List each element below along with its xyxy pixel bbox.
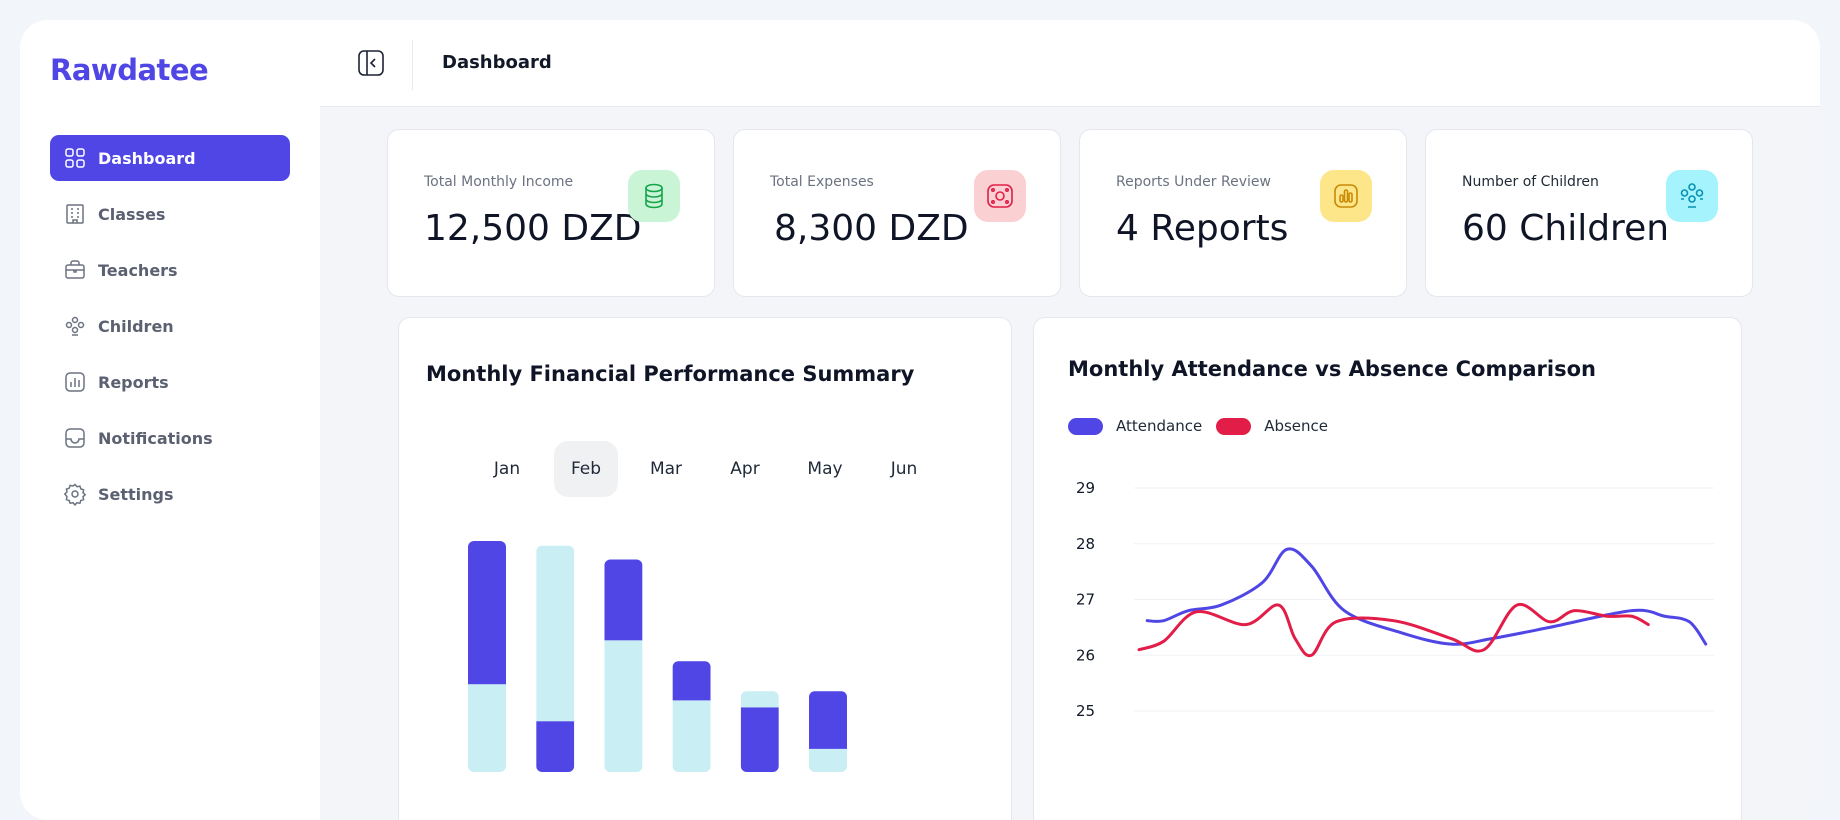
bar-group-apr[interactable] [672, 661, 711, 772]
stat-value: 12,500 DZD [424, 208, 642, 249]
tab-jan[interactable]: Jan [493, 459, 521, 479]
card-title: Monthly Attendance vs Absence Comparison [1068, 357, 1596, 381]
building-icon [62, 201, 88, 227]
sidebar-item-teachers[interactable]: Teachers [50, 247, 290, 293]
people-icon [62, 313, 88, 339]
coins-icon [628, 170, 680, 222]
people-icon [1666, 170, 1718, 222]
bar-segment-dark [468, 541, 506, 685]
bar-segment-light [672, 700, 711, 772]
sidebar-item-children[interactable]: Children [50, 303, 290, 349]
money-icon [974, 170, 1026, 222]
legend-item-attendance[interactable]: Attendance [1068, 417, 1202, 435]
bar-segment-light [809, 748, 847, 772]
grid-icon [62, 145, 88, 171]
bar-group-mar[interactable] [604, 559, 643, 772]
top-bar: Dashboard [320, 20, 1820, 107]
attendance-comparison-card: Monthly Attendance vs Absence Comparison… [1033, 317, 1742, 820]
sidebar-collapse-icon[interactable] [357, 49, 385, 77]
main-content: Total Monthly Income 12,500 DZD Total Ex… [320, 107, 1820, 820]
legend-label: Attendance [1116, 417, 1203, 435]
stat-card-expenses: Total Expenses 8,300 DZD [733, 129, 1061, 297]
series-line-absence[interactable] [1137, 602, 1650, 658]
sidebar-item-reports[interactable]: Reports [50, 359, 290, 405]
sidebar-item-label: Teachers [98, 260, 178, 280]
bar-segment-dark [740, 707, 779, 772]
inbox-icon [62, 425, 88, 451]
bar-chart [468, 541, 847, 772]
gear-icon [62, 481, 88, 507]
stat-value: 60 Children [1462, 208, 1670, 249]
sidebar-item-label: Reports [98, 372, 169, 392]
y-tick-label: 28 [1076, 535, 1095, 553]
tab-jun[interactable]: Jun [890, 459, 918, 479]
bar-segment-dark [809, 691, 847, 749]
app-logo[interactable]: Rawdatee [50, 53, 209, 87]
stat-label: Reports Under Review [1116, 174, 1271, 190]
y-tick-label: 26 [1076, 646, 1095, 664]
legend-swatch [1068, 417, 1103, 435]
sidebar-nav: Dashboard Classes Teachers Children [50, 135, 290, 527]
stat-label: Number of Children [1462, 174, 1599, 190]
bar-segment-light [468, 684, 506, 772]
y-tick-label: 29 [1076, 479, 1095, 497]
bar-group-feb[interactable] [536, 545, 575, 772]
stat-value: 8,300 DZD [774, 208, 969, 249]
legend-item-absence[interactable]: Absence [1216, 417, 1328, 435]
tab-feb[interactable]: Feb [554, 441, 618, 497]
bar-segment-dark [604, 559, 643, 641]
bar-segment-light [604, 640, 643, 772]
y-tick-label: 27 [1076, 591, 1095, 609]
bar-segment-light [536, 545, 575, 722]
stat-label: Total Monthly Income [424, 174, 574, 190]
financial-performance-card: Monthly Financial Performance Summary Ja… [398, 317, 1012, 820]
stat-card-income: Total Monthly Income 12,500 DZD [387, 129, 715, 297]
legend-label: Absence [1264, 417, 1329, 435]
sidebar-item-label: Settings [98, 484, 174, 504]
stat-value: 4 Reports [1116, 208, 1289, 249]
sidebar-item-settings[interactable]: Settings [50, 471, 290, 517]
app-window: Rawdatee Dashboard Classes Teachers [20, 20, 1820, 820]
briefcase-icon [62, 257, 88, 283]
tab-apr[interactable]: Apr [730, 459, 760, 479]
bar-segment-dark [536, 721, 575, 772]
legend-swatch [1216, 417, 1252, 435]
stat-card-reports: Reports Under Review 4 Reports [1079, 129, 1407, 297]
bar-group-jan[interactable] [468, 541, 506, 772]
line-chart: 29 28 27 26 25 [1076, 479, 1714, 720]
sidebar: Rawdatee Dashboard Classes Teachers [20, 20, 320, 820]
chart-legend: Attendance Absence [1068, 417, 1342, 435]
y-tick-label: 25 [1076, 702, 1095, 720]
sidebar-item-dashboard[interactable]: Dashboard [50, 135, 290, 181]
sidebar-item-label: Dashboard [98, 148, 196, 168]
bar-group-may[interactable] [740, 691, 779, 772]
card-title: Monthly Financial Performance Summary [426, 362, 915, 386]
bar-segment-light [740, 691, 779, 708]
tab-mar[interactable]: Mar [649, 459, 683, 479]
sidebar-item-label: Notifications [98, 428, 213, 448]
tab-may[interactable]: May [807, 459, 843, 479]
bar-group-jun[interactable] [809, 691, 847, 772]
bar-segment-dark [672, 661, 711, 701]
stat-card-children: Number of Children 60 Children [1425, 129, 1753, 297]
sidebar-item-notifications[interactable]: Notifications [50, 415, 290, 461]
sidebar-item-label: Classes [98, 204, 166, 224]
series-line-attendance[interactable] [1145, 547, 1708, 646]
divider [412, 40, 413, 90]
chart-icon [1320, 170, 1372, 222]
stat-label: Total Expenses [770, 174, 874, 190]
chart-icon [62, 369, 88, 395]
sidebar-item-classes[interactable]: Classes [50, 191, 290, 237]
page-title: Dashboard [442, 52, 552, 73]
sidebar-item-label: Children [98, 316, 174, 336]
